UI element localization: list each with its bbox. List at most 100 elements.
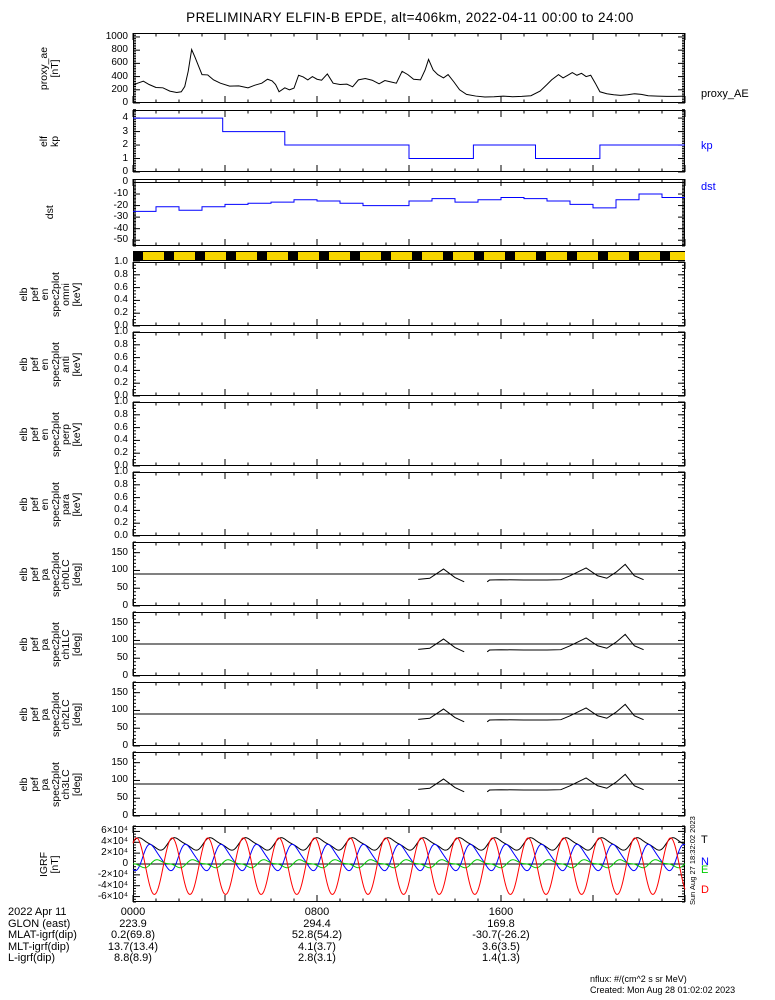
series-trace [133, 193, 685, 212]
y-tick-label: 0.8 [114, 408, 128, 420]
y-tick-label: 1.0 [114, 396, 128, 407]
y-tick-label: 3 [122, 125, 128, 137]
y-tick-label: -2×10⁴ [97, 868, 128, 880]
y-tick-label: 1000 [105, 30, 128, 42]
table-value: 0000 [120, 906, 146, 918]
series-trace [418, 568, 465, 583]
table-value: 52.8(54.2) [291, 929, 343, 942]
table-row-label: GLON (east) [8, 917, 71, 930]
en_anti-plot-area [132, 331, 686, 397]
y-tick-label: -50 [113, 234, 128, 246]
axis-title-text: elf kp [38, 135, 62, 147]
panel-energy-para: 0.0 0.2 0.4 0.6 0.8 1.0 elb pef en spec2plot p… [17, 467, 686, 541]
table-row-label: MLAT-igrf(dip) [8, 929, 77, 942]
igrf-plot-area [132, 825, 686, 903]
table-value: 3.6(3.5) [482, 940, 520, 953]
table-row: MLT-igrf(dip) 13.7(13.4) 4.1(3.7) 3.6(3.5) [0, 941, 775, 953]
y-tick-label: 1.0 [114, 466, 128, 477]
right-label-kp: kp [701, 140, 713, 152]
y-tick-label: 600 [111, 57, 128, 69]
right-label-d: D [701, 884, 709, 896]
y-tick-label: 0.8 [114, 268, 128, 280]
series-trace [132, 837, 686, 851]
table-value: 0.2(69.8) [110, 929, 156, 942]
y-tick-label: 0.6 [114, 421, 128, 433]
y-tick-label: 400 [111, 70, 128, 82]
panel-kp: 0 1 2 3 4 elf kp kp [39, 109, 713, 177]
table-value: 8.8(8.9) [114, 952, 152, 965]
y-tick-label: 1 [122, 152, 128, 164]
panel-energy-perp: 0.0 0.2 0.4 0.6 0.8 1.0 elb pef en spec2plot p… [17, 397, 686, 471]
y-tick-label: 2 [122, 139, 128, 151]
panel-pitch-ch0lc: 0 50 100 150 elb pef pa spec2plot ch0LC [deg… [17, 541, 686, 611]
kp-plot-area [132, 109, 686, 173]
series-trace [486, 703, 644, 723]
table-value: 0800 [304, 906, 330, 918]
table-value: 1.4(1.3) [482, 952, 520, 965]
y-tick-label: 4×10⁴ [101, 836, 128, 848]
y-tick-label: 0 [122, 176, 128, 188]
series-trace [418, 638, 465, 653]
axis-frame [133, 332, 685, 396]
axis-title-text: dst [43, 205, 56, 220]
axis-frame [133, 262, 685, 326]
series-trace [132, 859, 686, 869]
y-tick-label: -30 [113, 211, 128, 223]
panel-proxy-ae: 0 200 400 600 800 1000 proxy_ae [nT] proxy_AE [38, 31, 748, 107]
y-tick-label: 0.2 [114, 447, 128, 459]
page-title: PRELIMINARY ELFIN-B EPDE, alt=406km, 202… [186, 10, 634, 25]
right-label-n: N [701, 856, 709, 868]
footer-nflux-units: nflux: #/(cm^2 s sr MeV) [590, 974, 687, 984]
series-trace [132, 47, 686, 98]
en_perp-plot-area [132, 401, 686, 467]
y-tick-label: 150 [111, 616, 128, 628]
y-tick-label: 0.4 [114, 294, 128, 306]
y-tick-label: 0.2 [114, 377, 128, 389]
table-value: 169.8 [487, 917, 515, 930]
footer-created-timestamp: Created: Mon Aug 28 01:02:02 2023 [590, 984, 736, 995]
y-tick-label: 200 [111, 83, 128, 95]
pa_ch2lc-plot-area [132, 681, 686, 747]
panel-pitch-ch1lc: 0 50 100 150 elb pef pa spec2plot ch1LC [deg… [17, 611, 686, 681]
y-tick-label: 1.0 [114, 256, 128, 267]
panel-dst: 0 -10 -20 -30 -40 -50 dst dst [44, 177, 716, 247]
series-trace [486, 773, 644, 793]
y-tick-label: 0.4 [114, 504, 128, 516]
panel-igrf: 6×10⁴ 4×10⁴ 2×10⁴ 0 -2×10⁴ -4×10⁴ -6×10⁴ IGRF [… [39, 825, 709, 903]
series-trace [132, 837, 686, 895]
right-label-t: T [701, 834, 708, 846]
y-tick-label: 1.0 [114, 326, 128, 337]
table-value: 294.4 [303, 917, 331, 930]
pa_ch1lc-plot-area [132, 611, 686, 677]
y-tick-label: 0.0 [114, 530, 128, 541]
y-tick-label: -20 [113, 199, 128, 211]
footer-note: nflux: #/(cm^2 s sr MeV) Created: Mon Au… [590, 974, 735, 995]
y-tick-label: 0.4 [114, 434, 128, 446]
y-tick-label: 100 [111, 564, 128, 576]
y-tick-label: 2×10⁴ [101, 847, 128, 859]
y-tick-label: 0 [122, 670, 128, 681]
y-tick-label: 0 [122, 97, 128, 108]
y-tick-label: 150 [111, 756, 128, 768]
y-tick-label: 0 [122, 600, 128, 611]
panel-pitch-ch2lc: 0 50 100 150 elb pef pa spec2plot ch2LC [deg… [17, 681, 686, 751]
y-tick-label: 50 [116, 652, 128, 664]
y-tick-label: 4 [122, 112, 128, 124]
y-tick-label: 100 [111, 634, 128, 646]
panel-energy-omni: 0.0 0.2 0.4 0.6 0.8 1.0 elb pef en spec2plot o… [17, 257, 686, 331]
panel-energy-anti: 0.0 0.2 0.4 0.6 0.8 1.0 elb pef en spec2plot a… [17, 327, 686, 401]
y-tick-label: 0 [122, 166, 128, 177]
y-tick-label: 0.6 [114, 491, 128, 503]
series-trace [486, 633, 644, 653]
table-value: 223.9 [119, 917, 147, 930]
table-value: 1600 [488, 906, 514, 918]
y-tick-label: 6×10⁴ [101, 825, 128, 837]
pa_ch0lc-plot-area [132, 541, 686, 607]
table-value: -30.7(-26.2) [472, 929, 530, 942]
y-tick-label: 0.6 [114, 281, 128, 293]
table-row: MLAT-igrf(dip) 0.2(69.8) 52.8(54.2) -30.7(-… [0, 929, 775, 941]
y-tick-label: 100 [111, 704, 128, 716]
y-tick-label: 50 [116, 792, 128, 804]
en_para-plot-area [132, 471, 686, 537]
series-trace [418, 708, 465, 723]
